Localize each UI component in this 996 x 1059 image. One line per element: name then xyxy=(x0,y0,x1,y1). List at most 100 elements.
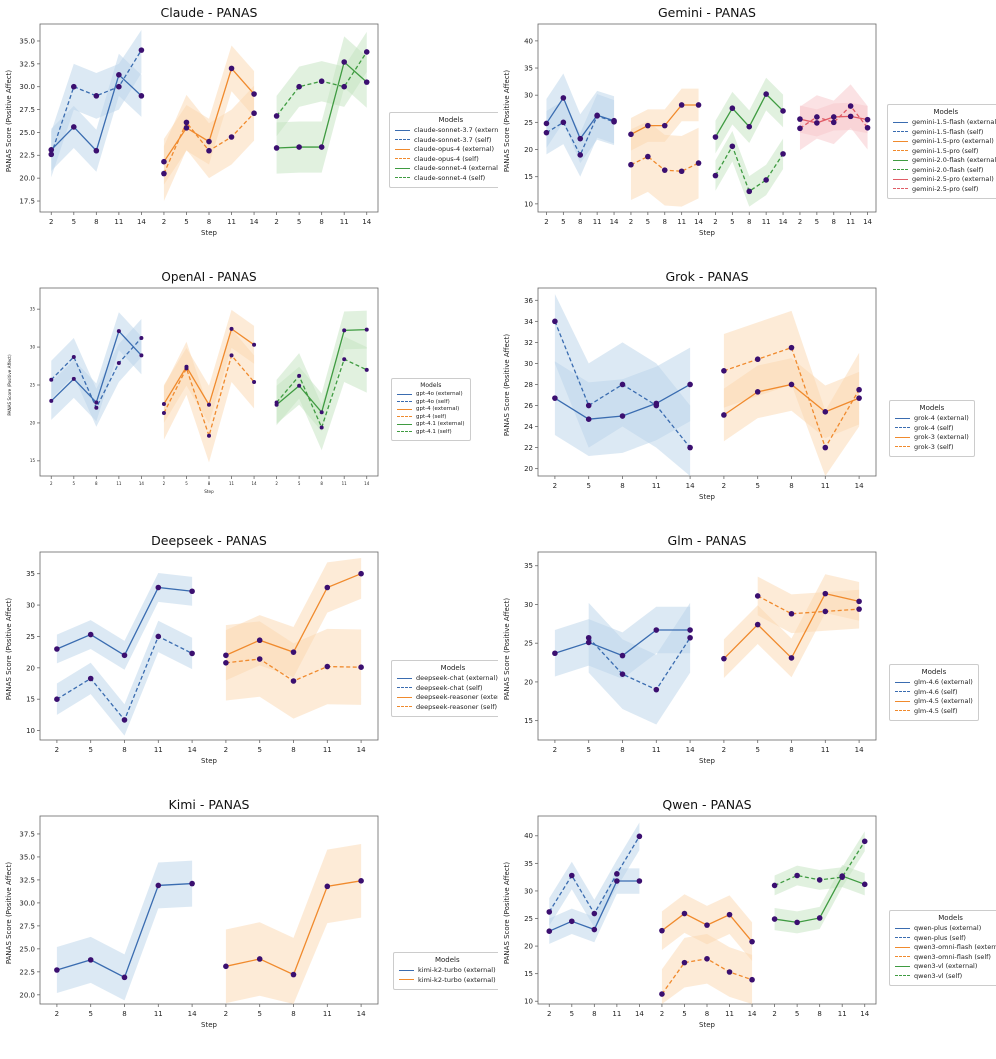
data-point-marker xyxy=(659,927,665,934)
legend-swatch-line xyxy=(895,446,910,447)
data-point-marker xyxy=(94,405,99,410)
series-line xyxy=(588,637,691,691)
legend-entry-label: gpt-4 (external) xyxy=(416,406,460,412)
data-point-marker xyxy=(48,147,55,153)
legend-entry-label: grok-4 (external) xyxy=(914,414,969,422)
x-axis-label: Step xyxy=(699,757,715,765)
data-point-marker xyxy=(139,353,144,358)
deepseek-legend: Models deepseek-chat (external) deepseek-… xyxy=(391,660,498,717)
x-tick-label: 8 xyxy=(122,1010,126,1018)
panel-deepseek: Deepseek - PANAS 10 15 20 25 30 35 2 5 8 11 14 2 5 8 11… xyxy=(0,528,498,792)
legend-entry-label: qwen3-omni-flash (external) xyxy=(914,943,996,951)
legend-entry: qwen3-vl (external) xyxy=(895,962,996,970)
x-tick-label: 11 xyxy=(116,481,122,486)
legend-swatch-line xyxy=(893,178,908,180)
data-point-marker xyxy=(797,125,803,132)
x-tick-label: 8 xyxy=(95,481,98,486)
x-tick-label: 5 xyxy=(185,481,188,486)
legend-entry-label: gpt-4o (self) xyxy=(416,398,450,405)
confidence-band xyxy=(757,576,860,634)
x-tick-label: 14 xyxy=(252,481,258,486)
axes-frame xyxy=(537,551,877,741)
data-point-marker xyxy=(71,124,77,130)
data-point-marker xyxy=(324,883,331,890)
data-point-marker xyxy=(856,386,862,393)
legend-swatch-line xyxy=(895,965,910,967)
data-point-marker xyxy=(780,151,786,157)
legend-entry: gemini-1.5-pro (self) xyxy=(893,147,996,155)
data-point-marker xyxy=(155,633,162,640)
legend-swatch-line xyxy=(895,927,910,929)
x-tick-label: 14 xyxy=(362,218,371,226)
x-tick-label: 8 xyxy=(592,1010,596,1018)
legend-swatch-line xyxy=(895,691,910,692)
y-tick-label: 37.5 xyxy=(19,830,35,838)
data-point-marker xyxy=(816,877,823,883)
x-tick-label: 5 xyxy=(586,482,590,490)
y-tick-label: 17.5 xyxy=(19,197,35,205)
data-point-marker xyxy=(864,116,871,123)
data-point-marker xyxy=(847,103,854,109)
data-point-marker xyxy=(116,83,122,90)
qwen-legend: Models qwen-plus (external) qwen-plus (se… xyxy=(889,910,996,986)
legend-entry: claude-opus-4 (self) xyxy=(395,155,498,163)
data-point-marker xyxy=(614,871,620,877)
x-tick-label: 2 xyxy=(547,1010,551,1018)
y-tick-label: 30.0 xyxy=(19,83,35,91)
legend-swatch-line xyxy=(397,687,412,688)
x-tick-label: 8 xyxy=(320,481,323,486)
x-tick-label: 5 xyxy=(755,746,759,754)
legend-swatch-line xyxy=(895,436,910,438)
x-tick-label: 8 xyxy=(789,482,793,490)
legend-title: Models xyxy=(921,668,947,676)
x-tick-label: 14 xyxy=(250,218,259,226)
x-tick-label: 11 xyxy=(846,218,855,226)
data-point-marker xyxy=(659,991,665,997)
grok-chart-figure: Grok - PANAS 20 22 24 26 28 30 32 34 36 2 5 8 11 14 2 5 8… xyxy=(503,269,877,501)
series-line xyxy=(163,354,255,439)
data-point-marker xyxy=(93,93,100,99)
y-tick-label: 27.5 xyxy=(19,922,35,930)
data-point-marker xyxy=(814,120,820,126)
x-tick-label: 2 xyxy=(49,218,53,226)
y-tick-label: 25 xyxy=(30,382,36,387)
series-line xyxy=(799,105,869,129)
y-tick-label: 15 xyxy=(26,696,35,704)
data-point-marker xyxy=(687,381,693,388)
legend-entry: claude-opus-4 (external) xyxy=(395,145,498,153)
x-tick-label: 14 xyxy=(686,746,695,754)
data-point-marker xyxy=(319,425,324,430)
y-tick-label: 15 xyxy=(30,458,36,463)
x-tick-label: 14 xyxy=(139,481,145,486)
y-tick-label: 15 xyxy=(524,717,533,725)
data-point-marker xyxy=(87,631,94,638)
legend-entries: qwen-plus (external) qwen-plus (self) qwen… xyxy=(895,924,996,980)
data-point-marker xyxy=(223,963,229,970)
x-tick-label: 8 xyxy=(663,218,667,226)
data-point-marker xyxy=(184,366,189,371)
data-point-marker xyxy=(543,129,550,136)
data-point-marker xyxy=(749,938,755,945)
data-point-marker xyxy=(552,395,558,401)
legend-entry-label: qwen3-vl (external) xyxy=(914,962,978,970)
legend-swatch-line xyxy=(397,408,412,410)
x-tick-label: 5 xyxy=(298,481,301,486)
data-point-marker xyxy=(161,158,167,165)
y-axis-label: PANAS Score (Positive Affect) xyxy=(5,598,13,701)
data-point-marker xyxy=(358,878,364,884)
panel-claude: Claude - PANAS 17.5 20.0 22.5 25.0 27.5 30.0 32… xyxy=(0,0,498,264)
x-tick-label: 2 xyxy=(553,482,557,490)
data-point-marker xyxy=(856,598,862,605)
legend-entry-label: glm-4.5 (self) xyxy=(914,706,958,715)
x-tick-label: 5 xyxy=(184,218,188,226)
y-axis-label: PANAS Score (Positive Affect) xyxy=(503,862,511,965)
data-point-marker xyxy=(155,584,162,591)
x-tick-label: 8 xyxy=(578,218,582,226)
data-point-marker xyxy=(93,147,100,154)
legend-entry: gemini-1.5-flash (self) xyxy=(893,128,996,136)
data-point-marker xyxy=(619,381,626,388)
legend-entry-label: gemini-1.5-flash (self) xyxy=(912,127,984,136)
data-point-marker xyxy=(729,143,736,150)
y-tick-label: 20.0 xyxy=(19,175,35,183)
